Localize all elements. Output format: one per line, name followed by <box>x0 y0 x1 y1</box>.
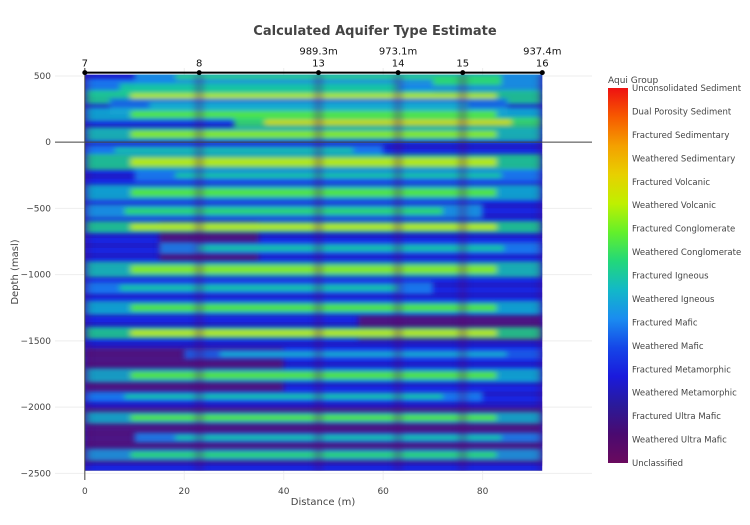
colorbar-label: Fractured Volcanic <box>632 178 710 188</box>
y-tick-label: −2500 <box>21 469 52 479</box>
well-label: 7 <box>82 59 88 70</box>
well-elevation-label: 973.1m <box>379 47 417 58</box>
x-tick-label: 60 <box>377 487 389 497</box>
heatmap-band-core <box>149 102 468 111</box>
well-column-shade <box>393 74 404 471</box>
colorbar-label: Weathered Ultra Mafic <box>632 436 727 446</box>
heatmap-band-core <box>119 284 399 291</box>
colorbar-label: Weathered Conglomerate <box>632 248 741 258</box>
colorbar-label: Unclassified <box>632 459 683 469</box>
colorbar-label: Fractured Sedimentary <box>632 131 729 141</box>
heatmap-band-core <box>264 119 512 125</box>
colorbar-label: Weathered Volcanic <box>632 201 716 211</box>
x-tick-label: 20 <box>179 487 191 497</box>
well-marker <box>196 70 202 76</box>
heatmap-band-core <box>119 83 399 93</box>
well-label: 16 <box>536 59 549 70</box>
well-marker <box>82 70 88 76</box>
y-tick-label: 500 <box>34 72 51 82</box>
heatmap-band-core <box>175 435 502 441</box>
colorbar-label: Fractured Metamorphic <box>632 365 731 375</box>
heatmap-band-core <box>114 147 354 153</box>
x-tick-label: 40 <box>278 487 290 497</box>
y-axis-label: Depth (masl) <box>10 239 21 304</box>
colorbar-label: Fractured Ultra Mafic <box>632 412 721 422</box>
well-label: 14 <box>392 59 405 70</box>
colorbar-label: Weathered Igneous <box>632 295 715 305</box>
colorbar-label: Weathered Sedimentary <box>632 154 735 164</box>
x-tick-label: 0 <box>82 487 88 497</box>
colorbar-title: Aqui Group <box>608 76 658 86</box>
x-axis-label: Distance (m) <box>291 497 356 508</box>
colorbar-label: Dual Porosity Sediment <box>632 107 732 117</box>
heatmap-area <box>84 74 543 471</box>
chart-title: Calculated Aquifer Type Estimate <box>253 24 497 39</box>
well-column-shade <box>457 74 468 471</box>
well-column-shade <box>313 74 324 471</box>
colorbar-label: Fractured Conglomerate <box>632 225 735 235</box>
y-tick-label: −1000 <box>21 271 52 281</box>
well-column-shade <box>537 74 543 471</box>
colorbar: Aqui Group Unconsolidated Sediment Dual P… <box>608 76 742 469</box>
colorbar-gradient <box>608 88 628 463</box>
well-marker <box>460 70 466 76</box>
colorbar-label: Fractured Igneous <box>632 272 709 282</box>
heatmap-band-core <box>124 394 443 400</box>
x-tick-label: 80 <box>477 487 489 497</box>
y-tick-label: −2000 <box>21 403 52 413</box>
heatmap-band-core <box>197 245 504 252</box>
colorbar-label: Unconsolidated Sediment <box>632 84 742 94</box>
well-marker <box>539 70 545 76</box>
well-label: 8 <box>196 59 202 70</box>
colorbar-label: Fractured Mafic <box>632 318 698 328</box>
colorbar-label: Weathered Mafic <box>632 342 704 352</box>
heatmap-band-core <box>124 207 443 215</box>
axes: 0 20 40 60 80 500 0 −500 −1000 −1500 −2000 −2500 <box>21 68 592 497</box>
colorbar-label: Weathered Metamorphic <box>632 389 737 399</box>
well-label: 15 <box>456 59 469 70</box>
well-elevation-label: 937.4m <box>523 47 561 58</box>
y-tick-label: −500 <box>26 204 51 214</box>
well-label: 13 <box>312 59 325 70</box>
y-tick-label: 0 <box>45 138 51 148</box>
well-elevation-label: 989.3m <box>299 47 337 58</box>
well-column-shade <box>194 74 205 471</box>
heatmap-band-core <box>175 172 502 179</box>
well-column-shade <box>84 74 90 471</box>
heatmap-band-core <box>220 351 507 357</box>
y-tick-label: −1500 <box>21 337 52 347</box>
well-marker <box>395 70 401 76</box>
well-marker <box>316 70 322 76</box>
